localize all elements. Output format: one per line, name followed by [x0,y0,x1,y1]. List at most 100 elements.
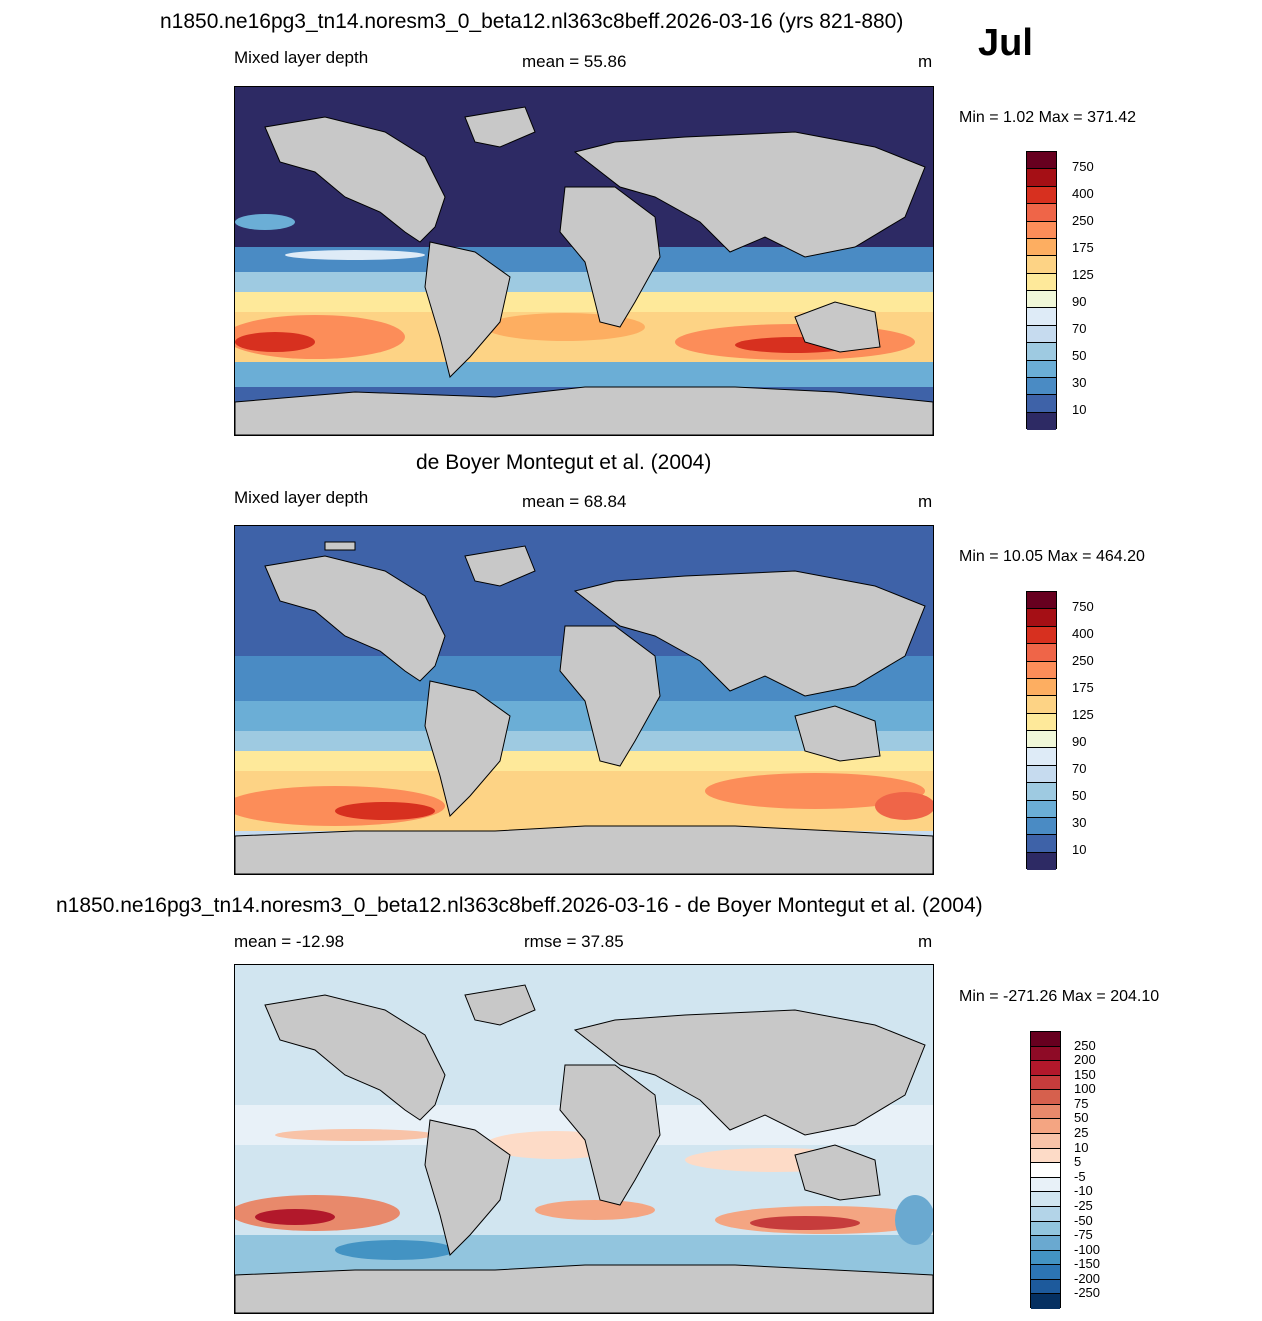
colorbar-tick-label: -25 [1074,1197,1093,1213]
colorbar-tick-label: 5 [1074,1154,1082,1170]
colorbar-tick-label: 750 [1072,598,1094,614]
panel1-variable-label: Mixed layer depth [234,48,369,67]
month-label: Jul [978,22,1033,64]
colorbar-swatch [1027,696,1056,714]
colorbar-tick-label: 250 [1074,1037,1096,1053]
colorbar-tick-label: 175 [1072,239,1094,255]
panel3-minmax-label: Min = -271.26 Max = 204.10 [959,988,1160,1005]
colorbar-swatch [1031,1294,1060,1309]
panel2-map [234,525,934,875]
colorbar-swatch [1027,238,1056,257]
colorbar-swatch [1031,1148,1060,1164]
colorbar-swatch [1027,609,1056,627]
colorbar-swatch [1031,1265,1060,1280]
colorbar-tick-label: 250 [1072,652,1094,668]
colorbar-swatch [1027,678,1056,697]
colorbar-tick-label: 400 [1072,625,1094,641]
colorbar-tick-label: 125 [1072,266,1094,282]
panel3-units-label: m [918,932,933,951]
colorbar-tick-label: 70 [1072,760,1087,776]
colorbar-swatch [1031,1134,1060,1149]
colorbar-swatch [1031,1119,1060,1135]
colorbar-swatch [1027,152,1056,170]
colorbar-tick-label: 50 [1072,347,1087,363]
colorbar-swatch [1031,1192,1060,1207]
colorbar-swatch [1027,800,1056,818]
colorbar-swatch [1027,377,1056,396]
colorbar-tick-label: 90 [1072,733,1087,749]
colorbar-tick-label: -200 [1074,1270,1101,1286]
colorbar-swatch [1031,1236,1060,1251]
colorbar-tick-label: 25 [1074,1125,1089,1141]
colorbar-tick-label: 125 [1072,706,1094,722]
colorbar-swatch [1031,1163,1060,1178]
colorbar-swatch [1027,644,1056,662]
colorbar-swatch [1027,783,1056,801]
colorbar-tick-label: 90 [1072,293,1087,309]
panel2-mean-label: mean = 68.84 [522,492,627,511]
colorbar-swatch [1031,1250,1060,1266]
panel2-colorbar-swatches [1026,591,1057,870]
colorbar-swatch [1027,713,1056,731]
colorbar-swatch [1027,765,1056,784]
colorbar-tick-label: 30 [1072,374,1087,390]
colorbar-swatch [1027,291,1056,309]
panel1-units-label: m [918,52,933,71]
panel3-title: n1850.ne16pg3_tn14.noresm3_0_beta12.nl36… [56,894,983,917]
colorbar-swatch [1027,626,1056,645]
colorbar-tick-label: -150 [1074,1256,1101,1272]
panel3-map [234,964,934,1314]
colorbar-swatch [1027,256,1056,274]
colorbar-tick-label: 50 [1074,1110,1089,1126]
colorbar-swatch [1031,1104,1060,1120]
panel2-variable-label: Mixed layer depth [234,488,369,507]
panel2-minmax-label: Min = 10.05 Max = 464.20 [959,548,1145,565]
colorbar-swatch [1031,1177,1060,1193]
colorbar-tick-label: 10 [1072,841,1087,857]
colorbar-swatch [1027,817,1056,836]
colorbar-swatch [1027,204,1056,222]
colorbar-swatch [1027,360,1056,378]
colorbar-tick-label: 175 [1072,679,1094,695]
colorbar-tick-label: 70 [1072,320,1087,336]
panel1-minmax-label: Min = 1.02 Max = 371.42 [959,109,1136,126]
colorbar-tick-label: -100 [1074,1241,1101,1257]
colorbar-tick-label: -10 [1074,1183,1093,1199]
colorbar-swatch [1027,343,1056,361]
colorbar-swatch [1027,325,1056,344]
colorbar-swatch [1027,186,1056,205]
colorbar-swatch [1027,169,1056,187]
panel1-map [234,86,934,436]
colorbar-swatch [1027,852,1056,870]
colorbar-tick-label: -250 [1074,1285,1101,1301]
colorbar-swatch [1027,748,1056,766]
panel1-title: n1850.ne16pg3_tn14.noresm3_0_beta12.nl36… [160,10,904,33]
colorbar-tick-label: 100 [1074,1081,1096,1097]
colorbar-tick-label: 400 [1072,185,1094,201]
panel2-map-field [235,526,933,874]
colorbar-tick-label: 75 [1074,1095,1089,1111]
colorbar-swatch [1031,1061,1060,1076]
panel2-title: de Boyer Montegut et al. (2004) [416,451,712,474]
colorbar-swatch [1027,661,1056,679]
panel1-mean-label: mean = 55.86 [522,52,627,71]
colorbar-swatch [1031,1032,1060,1047]
colorbar-swatch [1027,731,1056,749]
panel2-units-label: m [918,492,933,511]
colorbar-swatch [1027,221,1056,239]
colorbar-swatch [1027,412,1056,430]
colorbar-tick-label: 50 [1072,787,1087,803]
colorbar-swatch [1031,1206,1060,1222]
panel3-rmse-label: rmse = 37.85 [524,932,624,951]
colorbar-tick-label: 200 [1074,1052,1096,1068]
panel3-colorbar-swatches [1030,1031,1061,1309]
colorbar-tick-label: -5 [1074,1168,1086,1184]
panel3-map-field [235,965,933,1313]
colorbar-tick-label: 30 [1072,814,1087,830]
colorbar-swatch [1027,273,1056,291]
colorbar-tick-label: 250 [1072,212,1094,228]
colorbar-swatch [1031,1221,1060,1237]
panel1-map-field [235,87,933,435]
colorbar-tick-label: -50 [1074,1212,1093,1228]
colorbar-swatch [1031,1090,1060,1105]
